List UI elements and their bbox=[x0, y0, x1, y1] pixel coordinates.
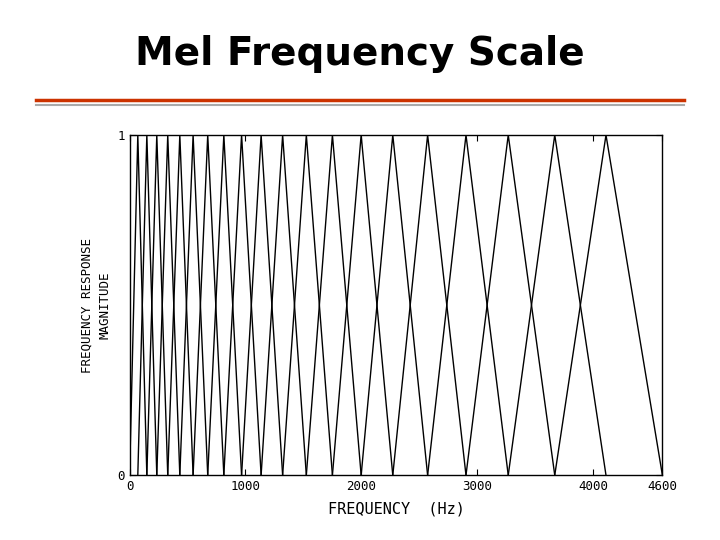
X-axis label: FREQUENCY  (Hz): FREQUENCY (Hz) bbox=[328, 502, 464, 516]
Text: Mel Frequency Scale: Mel Frequency Scale bbox=[135, 35, 585, 73]
Y-axis label: FREQUENCY RESPONSE
MAGNITUDE: FREQUENCY RESPONSE MAGNITUDE bbox=[81, 238, 112, 373]
